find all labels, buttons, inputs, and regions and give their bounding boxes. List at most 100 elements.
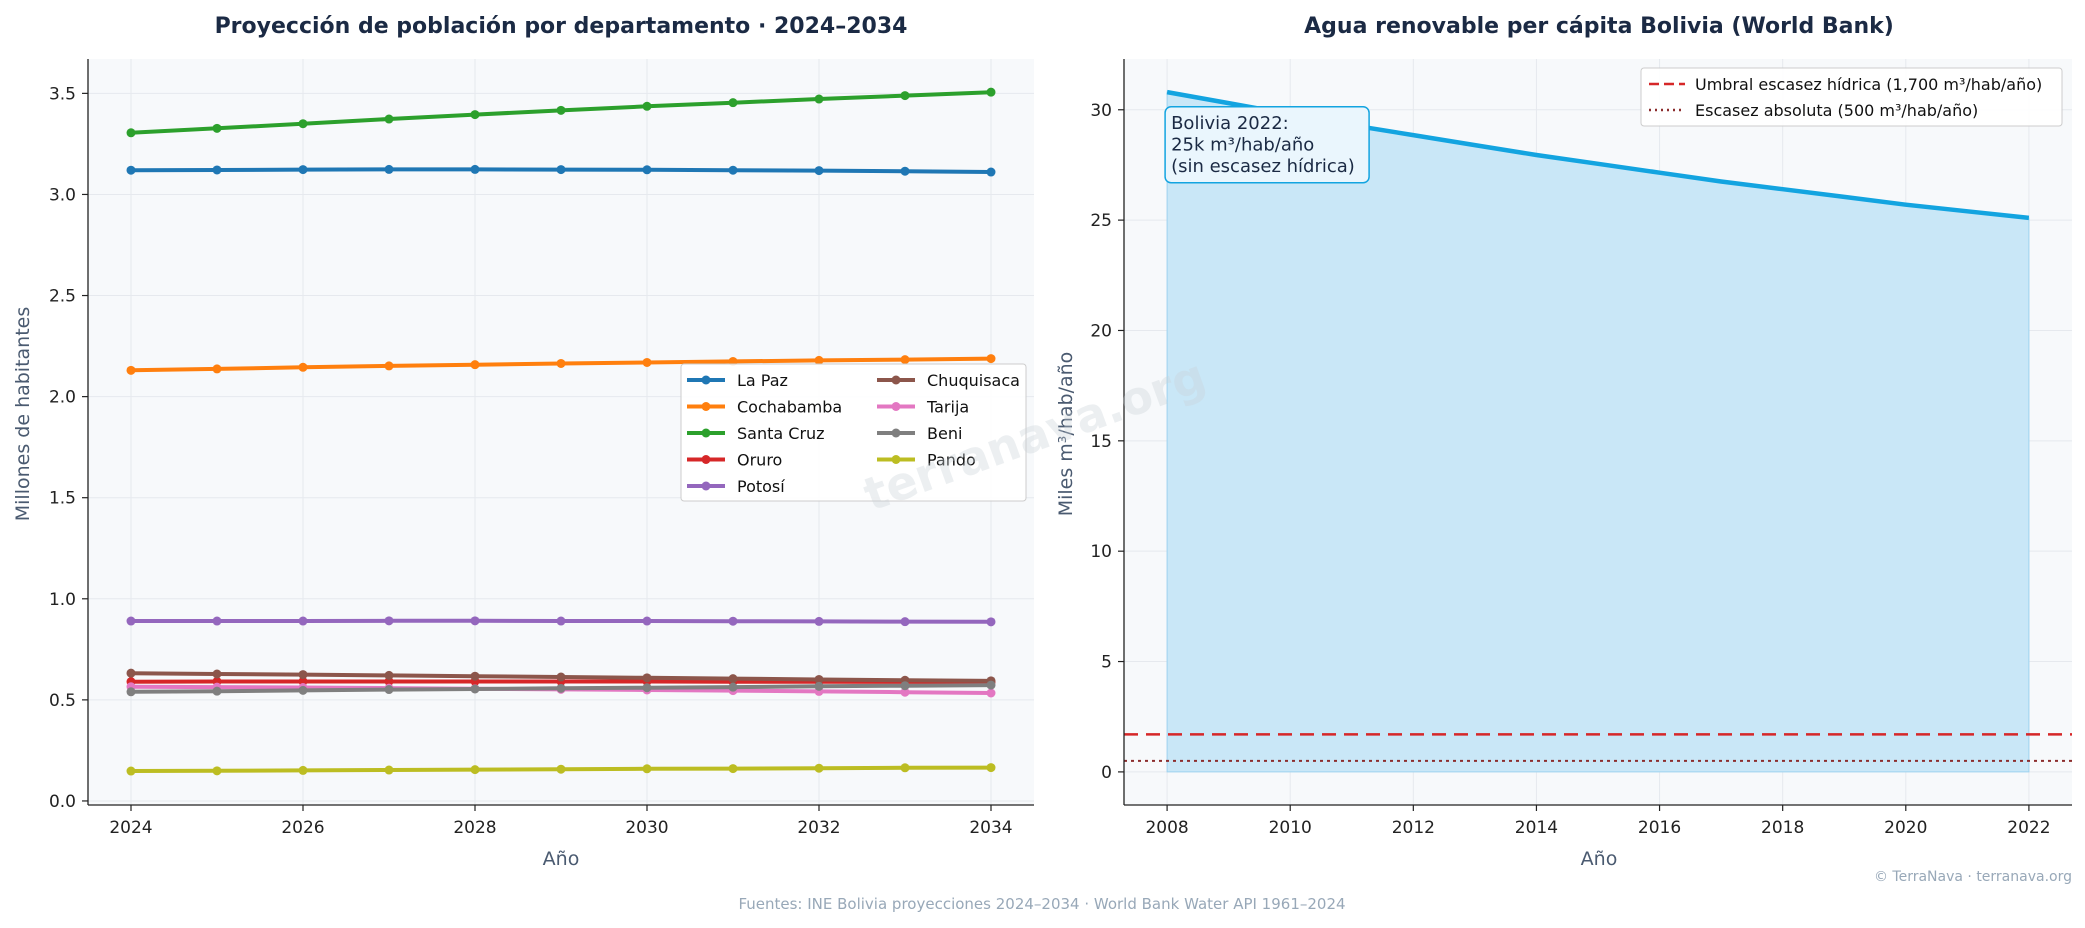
series-point-pando xyxy=(384,765,394,775)
series-point-cochabamba xyxy=(470,360,480,370)
series-point-lapaz xyxy=(814,166,824,176)
series-point-pando xyxy=(728,764,738,774)
population-y-tick-label: 0.5 xyxy=(49,691,76,711)
series-point-tarija xyxy=(900,687,910,697)
population-chart: 2024 2026 2028 2030 2032 2034 0.0 0.5 1.0 1.5 2.0 2… xyxy=(12,14,1034,870)
series-point-lapaz xyxy=(126,165,136,175)
series-point-potos xyxy=(212,616,222,626)
series-point-lapaz xyxy=(900,166,910,176)
series-point-potos xyxy=(556,616,566,626)
water-x-tick-label: 2010 xyxy=(1269,818,1312,838)
series-point-santacruz xyxy=(470,110,480,120)
series-point-chuquisaca xyxy=(814,674,824,684)
annotation-text-line: 25k m³/hab/año xyxy=(1171,134,1314,155)
series-point-pando xyxy=(556,764,566,774)
water-legend: Umbral escasez hídrica (1,700 m³/hab/año… xyxy=(1640,67,2063,127)
series-point-beni xyxy=(728,682,738,692)
water-x-axis-label: Año xyxy=(1581,848,1618,870)
water-y-tick-label: 5 xyxy=(1101,653,1112,673)
legend-label-santacruz: Santa Cruz xyxy=(737,424,825,443)
water-legend-box xyxy=(1640,67,2063,127)
legend-swatch-marker-potos xyxy=(701,481,711,491)
water-x-tick-label: 2008 xyxy=(1145,818,1188,838)
population-x-tick-label: 2030 xyxy=(625,818,668,838)
series-point-santacruz xyxy=(556,105,566,115)
series-point-potos xyxy=(728,616,738,626)
legend-swatch-marker-cochabamba xyxy=(701,402,711,411)
series-point-lapaz xyxy=(556,165,566,175)
population-y-tick-label: 1.5 xyxy=(49,489,76,509)
series-point-beni xyxy=(126,687,136,697)
series-point-chuquisaca xyxy=(728,674,738,684)
population-y-tick-label: 0.0 xyxy=(49,792,76,812)
credit-text: © TerraNava · terranava.org xyxy=(1874,869,2072,885)
series-point-beni xyxy=(556,683,566,693)
water-y-axis-label: Miles m³/hab/año xyxy=(1055,352,1077,517)
legend-label-tarija: Tarija xyxy=(926,398,969,417)
series-point-beni xyxy=(470,684,480,694)
population-grid xyxy=(88,59,1034,805)
population-x-tick-label: 2028 xyxy=(453,818,496,838)
series-point-lapaz xyxy=(728,165,738,175)
legend-label-pando: Pando xyxy=(927,451,976,470)
legend-swatch-marker-santacruz xyxy=(701,428,711,438)
series-point-potos xyxy=(470,616,480,626)
series-point-chuquisaca xyxy=(212,669,222,679)
population-y-tick-label: 1.0 xyxy=(49,590,76,610)
series-point-potos xyxy=(298,616,308,626)
population-y-tick-label: 2.0 xyxy=(49,388,76,408)
series-point-chuquisaca xyxy=(470,671,480,681)
legend-label-threshold: Umbral escasez hídrica (1,700 m³/hab/año… xyxy=(1695,75,2042,94)
legend-label-cochabamba: Cochabamba xyxy=(737,398,842,417)
series-point-santacruz xyxy=(642,101,652,111)
annotation-text-line: (sin escasez hídrica) xyxy=(1171,156,1355,177)
series-point-cochabamba xyxy=(814,355,824,365)
series-point-potos xyxy=(814,616,824,626)
series-point-pando xyxy=(212,766,222,776)
series-point-pando xyxy=(470,765,480,775)
series-point-beni xyxy=(986,680,996,690)
series-point-lapaz xyxy=(986,167,996,177)
legend-swatch-marker-tarija xyxy=(891,402,901,411)
series-point-santacruz xyxy=(298,119,308,129)
annotation-box xyxy=(1164,106,1370,184)
population-x-tick-label: 2024 xyxy=(109,818,152,838)
series-point-lapaz xyxy=(212,165,222,175)
legend-swatch-marker-chuquisaca xyxy=(891,375,901,385)
series-point-pando xyxy=(900,763,910,773)
series-point-lapaz xyxy=(298,165,308,175)
population-x-tick-label: 2034 xyxy=(969,818,1012,838)
legend-swatch-marker-pando xyxy=(891,455,901,464)
population-legend-box xyxy=(680,363,1027,502)
population-x-tick-label: 2032 xyxy=(797,818,840,838)
water-y-tick-label: 20 xyxy=(1090,321,1112,341)
water-chart: 2008 2010 2012 2014 2016 2018 2020 2022 0 5 10 15 20… xyxy=(1055,14,2072,870)
series-point-lapaz xyxy=(470,164,480,174)
series-point-beni xyxy=(642,683,652,693)
series-point-pando xyxy=(126,766,136,776)
series-point-chuquisaca xyxy=(556,672,566,682)
legend-label-oruro: Oruro xyxy=(737,451,782,470)
series-point-chuquisaca xyxy=(298,670,308,680)
series-point-beni xyxy=(900,681,910,691)
population-series xyxy=(126,87,996,776)
series-point-cochabamba xyxy=(298,362,308,372)
water-x-tick-label: 2014 xyxy=(1515,818,1558,838)
series-point-santacruz xyxy=(384,114,394,124)
series-point-cochabamba xyxy=(384,361,394,371)
series-point-chuquisaca xyxy=(384,670,394,680)
series-point-chuquisaca xyxy=(642,673,652,683)
series-point-beni xyxy=(212,686,222,696)
series-point-santacruz xyxy=(986,87,996,97)
series-point-potos xyxy=(900,617,910,627)
series-point-santacruz xyxy=(900,91,910,101)
population-axes xyxy=(87,59,1034,806)
water-x-tick-label: 2022 xyxy=(2007,818,2050,838)
water-chart-title: Agua renovable per cápita Bolivia (World… xyxy=(1304,14,1894,39)
population-y-tick-label: 3.0 xyxy=(49,185,76,205)
water-ticks: 2008 2010 2012 2014 2016 2018 2020 2022 0 5 10 15 20… xyxy=(1090,101,2050,838)
series-point-potos xyxy=(126,616,136,626)
legend-swatch-marker-beni xyxy=(891,428,901,438)
legend-swatch-marker-oruro xyxy=(701,455,711,464)
series-point-tarija xyxy=(986,688,996,698)
